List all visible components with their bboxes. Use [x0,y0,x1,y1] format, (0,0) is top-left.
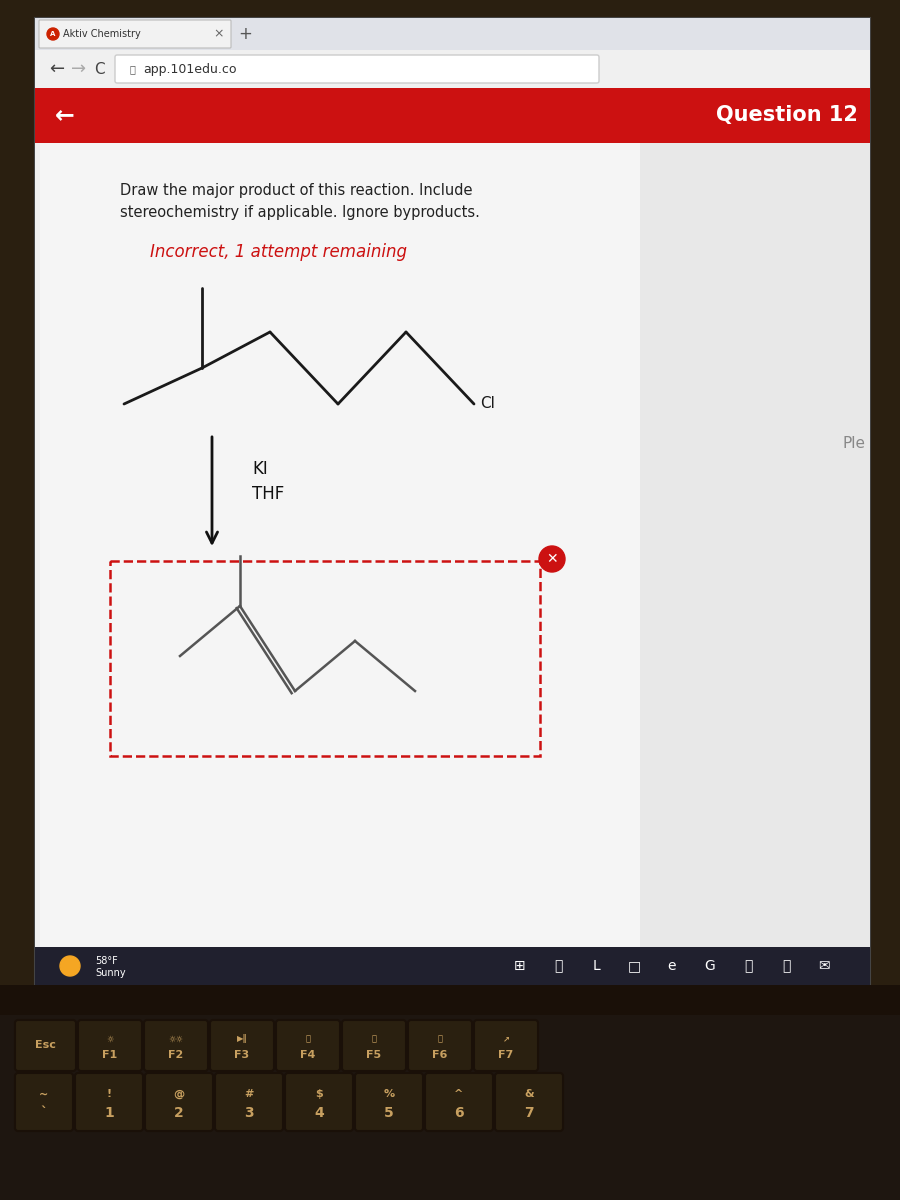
Circle shape [47,28,59,40]
Text: 7: 7 [524,1106,534,1121]
FancyBboxPatch shape [145,1073,213,1130]
Text: Question 12: Question 12 [716,104,858,125]
Text: ↗: ↗ [502,1034,509,1043]
Text: C: C [94,61,104,77]
Bar [640,143,870,985]
FancyBboxPatch shape [425,1073,493,1130]
FancyBboxPatch shape [39,20,231,48]
Text: F3: F3 [234,1050,249,1061]
Text: F4: F4 [301,1050,316,1061]
Text: #: # [244,1090,254,1099]
FancyBboxPatch shape [144,1020,208,1070]
Text: e: e [668,959,676,973]
Text: @: @ [174,1090,184,1099]
Text: 6: 6 [454,1106,464,1121]
Text: Ple: Ple [842,436,865,450]
Text: 🔍: 🔍 [554,959,562,973]
Text: ✉: ✉ [818,959,830,973]
FancyBboxPatch shape [78,1020,142,1070]
Bar [35,18,870,985]
Text: Draw the major product of this reaction. Include: Draw the major product of this reaction.… [120,182,472,198]
FancyBboxPatch shape [408,1020,472,1070]
Text: 5: 5 [384,1106,394,1121]
Text: Cl: Cl [480,396,495,412]
Text: Esc: Esc [35,1040,56,1050]
Text: ✕: ✕ [546,552,558,566]
Text: &: & [524,1090,534,1099]
Bar [35,143,870,985]
Text: ☼: ☼ [106,1034,113,1043]
FancyBboxPatch shape [15,1020,76,1070]
FancyBboxPatch shape [115,55,599,83]
Text: stereochemistry if applicable. Ignore byproducts.: stereochemistry if applicable. Ignore by… [120,205,480,220]
Text: THF: THF [252,485,284,503]
Circle shape [539,546,565,572]
Text: ☼☼: ☼☼ [168,1034,184,1043]
Text: 📷: 📷 [782,959,790,973]
Text: →: → [71,60,86,78]
Text: 🔊: 🔊 [437,1034,443,1043]
Bar [0,1015,900,1200]
Text: ⊞: ⊞ [514,959,526,973]
FancyBboxPatch shape [355,1073,423,1130]
FancyBboxPatch shape [210,1020,274,1070]
FancyBboxPatch shape [474,1020,538,1070]
Text: %: % [383,1090,394,1099]
Text: ~: ~ [40,1090,49,1099]
Text: G: G [705,959,716,973]
Bar [0,985,900,1015]
Text: F5: F5 [366,1050,382,1061]
Bar [110,560,540,756]
Text: `: ` [40,1106,48,1121]
Bar [35,50,870,88]
Text: A: A [50,31,56,37]
Text: 2: 2 [174,1106,184,1121]
Text: +: + [238,25,252,43]
Text: KI: KI [252,460,268,478]
Circle shape [60,956,80,976]
Bar [35,88,870,143]
Text: app.101edu.co: app.101edu.co [143,62,237,76]
FancyBboxPatch shape [215,1073,283,1130]
Text: 3: 3 [244,1106,254,1121]
Text: F6: F6 [432,1050,447,1061]
FancyBboxPatch shape [276,1020,340,1070]
Text: F7: F7 [499,1050,514,1061]
Text: ←: ← [50,60,65,78]
FancyBboxPatch shape [15,1073,73,1130]
Text: F2: F2 [168,1050,184,1061]
Text: Sunny: Sunny [95,968,126,978]
FancyBboxPatch shape [75,1073,143,1130]
Text: !: ! [106,1090,112,1099]
Bar [35,947,870,985]
Text: 🔒: 🔒 [130,64,136,74]
FancyBboxPatch shape [285,1073,353,1130]
Text: Incorrect, 1 attempt remaining: Incorrect, 1 attempt remaining [150,242,407,260]
Text: Aktiv Chemistry: Aktiv Chemistry [63,29,140,38]
Text: ×: × [214,28,224,41]
Text: 58°F: 58°F [95,956,118,966]
Text: ^: ^ [454,1090,464,1099]
Text: 1: 1 [104,1106,114,1121]
Bar [35,18,870,50]
Text: □: □ [627,959,641,973]
Text: 🔇: 🔇 [305,1034,310,1043]
Text: 4: 4 [314,1106,324,1121]
Text: L: L [592,959,600,973]
Text: 📁: 📁 [743,959,752,973]
Bar [40,143,640,985]
Text: ←: ← [55,103,75,127]
FancyBboxPatch shape [342,1020,406,1070]
Text: F1: F1 [103,1050,118,1061]
Text: 🔈: 🔈 [372,1034,376,1043]
Text: $: $ [315,1090,323,1099]
FancyBboxPatch shape [495,1073,563,1130]
Text: ▶‖: ▶‖ [237,1034,248,1043]
